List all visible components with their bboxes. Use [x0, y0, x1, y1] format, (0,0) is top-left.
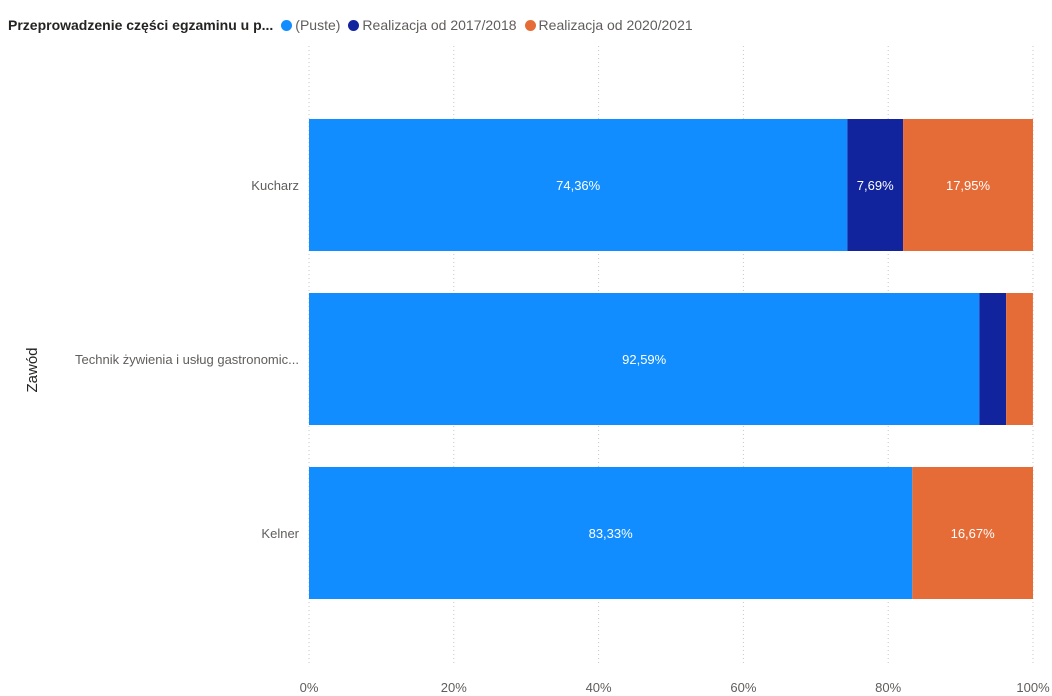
- data-label: 74,36%: [556, 178, 601, 193]
- bars: 74,36% 7,69% 17,95% 92,59% 83,33% 16,67%: [309, 119, 1033, 599]
- x-tick-label: 40%: [586, 680, 612, 695]
- bar-segment[interactable]: [309, 467, 913, 599]
- x-tick-label: 80%: [875, 680, 901, 695]
- bar-segment[interactable]: [1006, 293, 1033, 425]
- category-label: Kucharz: [251, 178, 299, 193]
- x-tick-label: 60%: [730, 680, 756, 695]
- data-label: 16,67%: [951, 526, 996, 541]
- bar-segment[interactable]: [309, 293, 980, 425]
- legend-item-puste[interactable]: (Puste): [281, 17, 340, 33]
- category-label: Technik żywienia i usług gastronomic...: [75, 352, 299, 367]
- y-axis-title: Zawód: [24, 347, 41, 392]
- legend-label: Realizacja od 2017/2018: [362, 17, 517, 33]
- bar-segment[interactable]: [903, 119, 1033, 251]
- legend-label: Realizacja od 2020/2021: [538, 17, 693, 33]
- legend-label: (Puste): [295, 17, 341, 33]
- legend-item-2017[interactable]: Realizacja od 2017/2018: [348, 17, 517, 33]
- data-label: 92,59%: [622, 352, 667, 367]
- legend-dot-icon: [524, 19, 536, 31]
- data-label: 7,69%: [857, 178, 894, 193]
- x-tick-label: 20%: [441, 680, 467, 695]
- x-tick-label: 100%: [1016, 680, 1050, 695]
- legend-title: Przeprowadzenie części egzaminu u p...: [8, 17, 274, 33]
- legend-dot-icon: [281, 19, 293, 31]
- bar-segment[interactable]: [847, 119, 904, 251]
- legend-item-2020[interactable]: Realizacja od 2020/2021: [524, 17, 693, 33]
- category-label: Kelner: [261, 526, 299, 541]
- bar-segment[interactable]: [912, 467, 1033, 599]
- x-axis-ticks: 0% 20% 40% 60% 80% 100%: [300, 680, 1050, 695]
- category-labels: Kucharz Technik żywienia i usług gastrono…: [75, 178, 300, 541]
- bar-segment[interactable]: [309, 119, 848, 251]
- x-tick-label: 0%: [300, 680, 319, 695]
- legend-dot-icon: [348, 19, 360, 31]
- chart-legend: Przeprowadzenie części egzaminu u p... (…: [8, 14, 701, 36]
- bar-segment[interactable]: [979, 293, 1007, 425]
- data-label: 83,33%: [589, 526, 634, 541]
- data-label: 17,95%: [946, 178, 991, 193]
